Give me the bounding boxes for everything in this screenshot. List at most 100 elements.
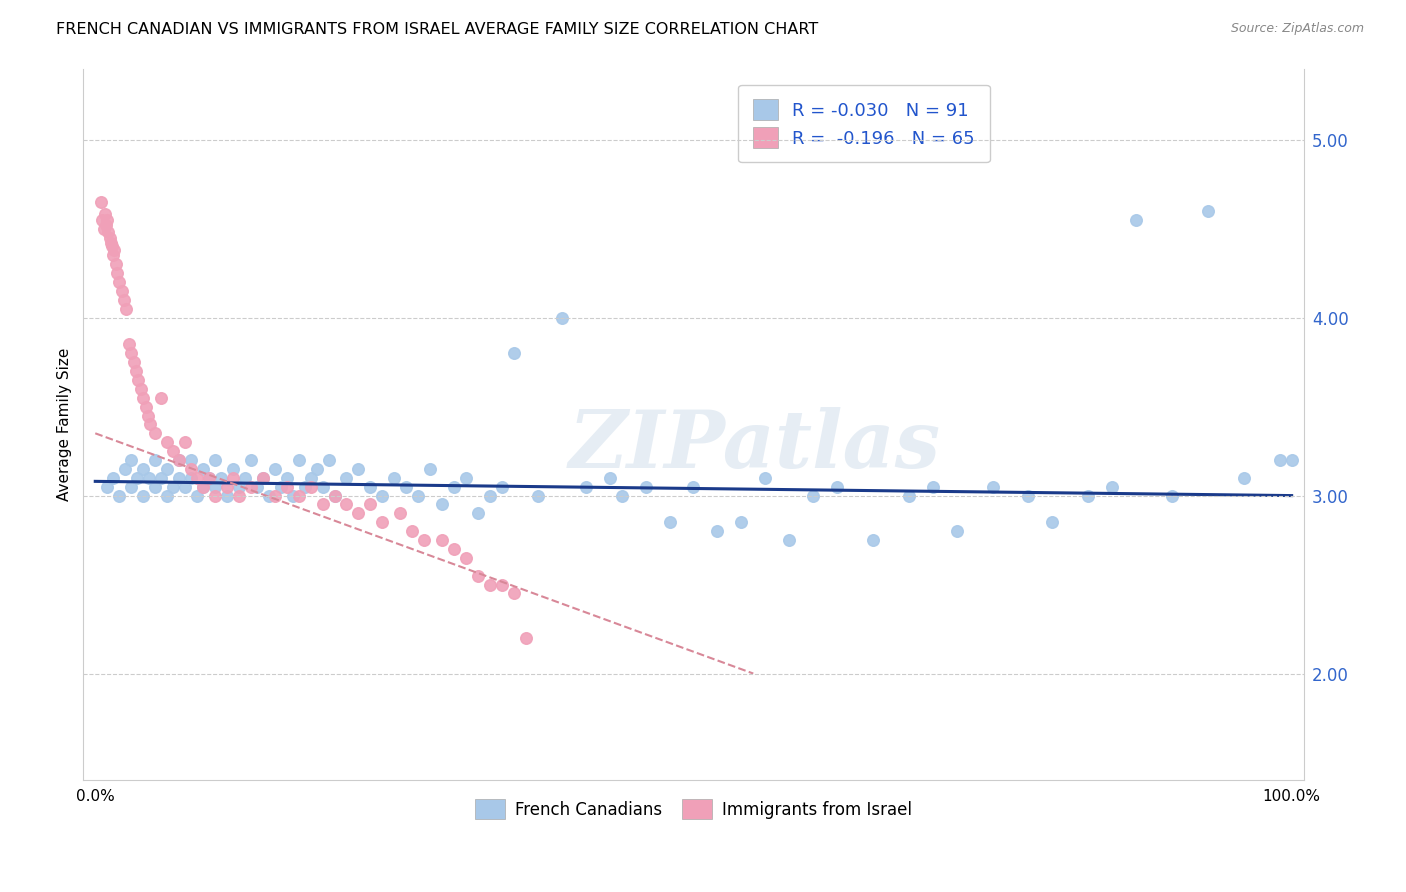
Point: [239, 453, 262, 467]
Point: [233, 471, 256, 485]
Point: [281, 489, 304, 503]
Point: [228, 489, 250, 503]
Point: [897, 489, 920, 503]
Point: [754, 471, 776, 485]
Point: [209, 471, 232, 485]
Point: [682, 480, 704, 494]
Point: [143, 480, 166, 494]
Point: [198, 471, 221, 485]
Point: [222, 471, 245, 485]
Point: [125, 364, 148, 378]
Point: [174, 435, 197, 450]
Point: [359, 480, 381, 494]
Point: [110, 284, 132, 298]
Point: [103, 471, 125, 485]
Point: [311, 498, 333, 512]
Point: [118, 337, 141, 351]
Point: [186, 471, 208, 485]
Point: [503, 346, 526, 360]
Point: [191, 462, 214, 476]
Point: [162, 480, 184, 494]
Point: [114, 462, 136, 476]
Point: [491, 577, 513, 591]
Point: [456, 550, 478, 565]
Point: [132, 462, 155, 476]
Point: [311, 480, 333, 494]
Point: [96, 212, 118, 227]
Point: [335, 498, 357, 512]
Point: [575, 480, 598, 494]
Point: [150, 471, 173, 485]
Point: [101, 239, 124, 253]
Point: [96, 480, 118, 494]
Point: [129, 382, 152, 396]
Point: [228, 480, 250, 494]
Point: [252, 471, 274, 485]
Point: [204, 489, 226, 503]
Point: [730, 516, 752, 530]
Point: [94, 218, 117, 232]
Point: [120, 453, 142, 467]
Point: [180, 471, 202, 485]
Point: [174, 480, 197, 494]
Point: [94, 207, 117, 221]
Point: [257, 489, 280, 503]
Point: [134, 400, 156, 414]
Point: [287, 489, 309, 503]
Point: [371, 489, 394, 503]
Point: [122, 355, 145, 369]
Point: [515, 631, 537, 645]
Point: [1197, 203, 1219, 218]
Point: [112, 293, 135, 307]
Point: [108, 275, 131, 289]
Point: [270, 480, 292, 494]
Point: [167, 453, 190, 467]
Point: [198, 471, 221, 485]
Point: [139, 417, 162, 432]
Point: [204, 480, 226, 494]
Point: [294, 480, 316, 494]
Point: [127, 471, 149, 485]
Point: [143, 426, 166, 441]
Point: [467, 507, 489, 521]
Point: [371, 516, 394, 530]
Legend: French Canadians, Immigrants from Israel: French Canadians, Immigrants from Israel: [468, 793, 918, 825]
Point: [456, 471, 478, 485]
Point: [467, 568, 489, 582]
Point: [93, 221, 115, 235]
Point: [599, 471, 621, 485]
Point: [103, 243, 125, 257]
Point: [503, 586, 526, 600]
Point: [778, 533, 800, 547]
Point: [246, 480, 269, 494]
Point: [1017, 489, 1039, 503]
Point: [120, 346, 142, 360]
Point: [132, 489, 155, 503]
Text: Source: ZipAtlas.com: Source: ZipAtlas.com: [1230, 22, 1364, 36]
Point: [276, 480, 298, 494]
Point: [191, 480, 214, 494]
Point: [215, 489, 238, 503]
Point: [299, 480, 322, 494]
Point: [401, 524, 423, 538]
Point: [100, 235, 122, 250]
Point: [347, 507, 370, 521]
Point: [432, 498, 454, 512]
Point: [276, 471, 298, 485]
Point: [156, 435, 179, 450]
Point: [347, 462, 370, 476]
Text: FRENCH CANADIAN VS IMMIGRANTS FROM ISRAEL AVERAGE FAMILY SIZE CORRELATION CHART: FRENCH CANADIAN VS IMMIGRANTS FROM ISRAE…: [56, 22, 818, 37]
Text: ZIPatlas: ZIPatlas: [568, 407, 941, 484]
Point: [132, 391, 155, 405]
Point: [97, 225, 120, 239]
Point: [156, 462, 179, 476]
Point: [921, 480, 943, 494]
Point: [1233, 471, 1256, 485]
Point: [1101, 480, 1123, 494]
Point: [287, 453, 309, 467]
Point: [180, 462, 202, 476]
Point: [98, 230, 121, 244]
Point: [413, 533, 436, 547]
Point: [90, 194, 112, 209]
Point: [1161, 489, 1184, 503]
